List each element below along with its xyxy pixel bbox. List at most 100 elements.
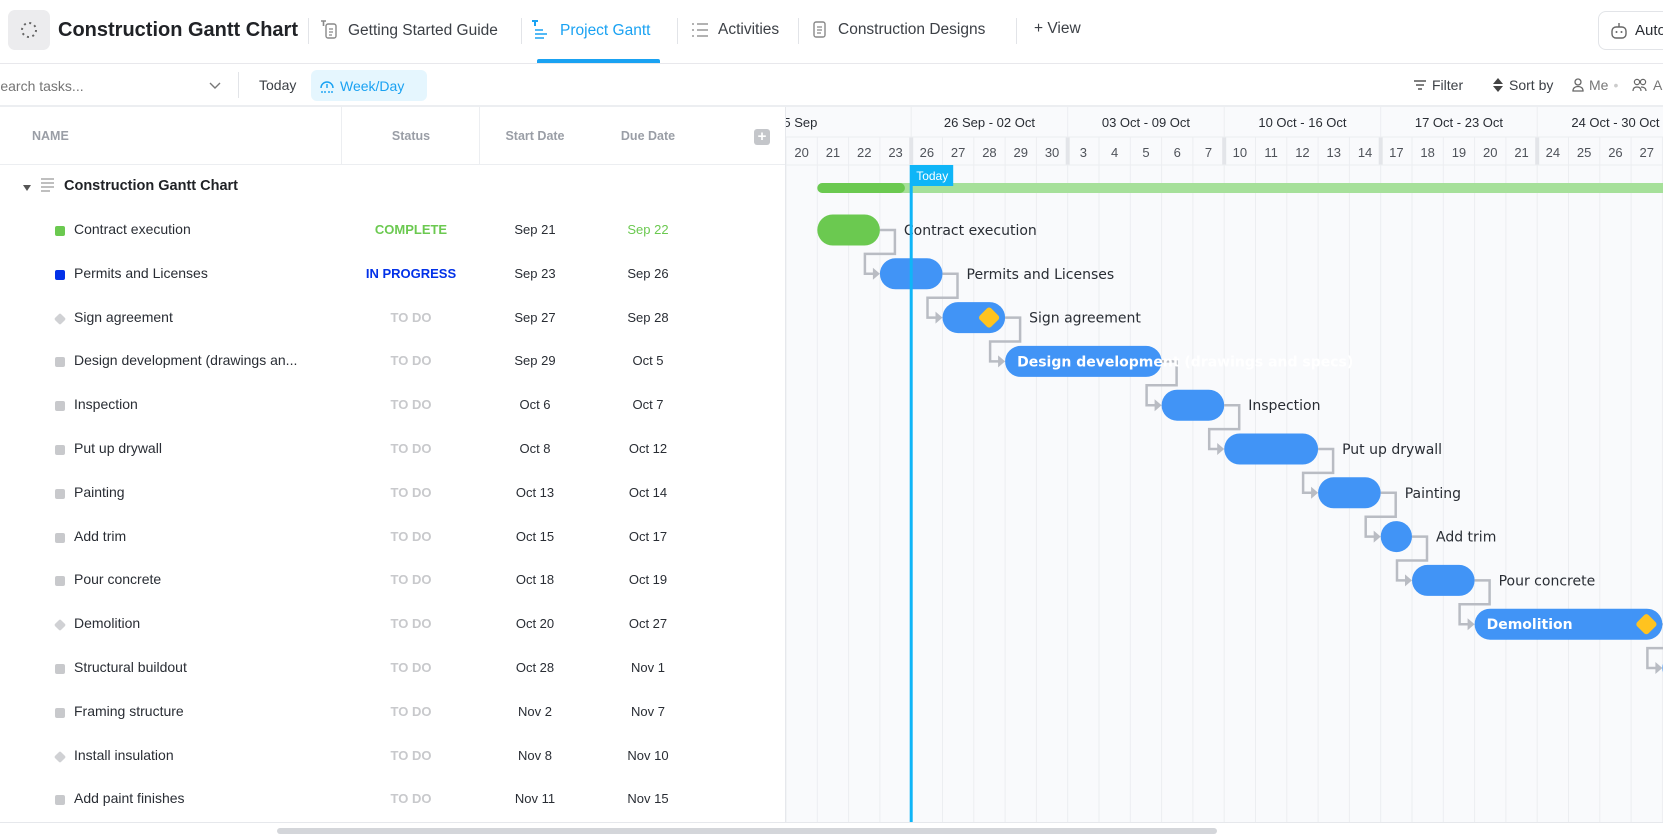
task-name[interactable]: Install insulation bbox=[74, 746, 174, 763]
start-date[interactable]: Oct 15 bbox=[515, 528, 555, 544]
status-square-icon[interactable] bbox=[55, 532, 65, 543]
tab-construction-designs[interactable]: Construction Designs bbox=[810, 20, 985, 40]
task-name[interactable]: Contract execution bbox=[74, 221, 191, 237]
due-date[interactable]: Sep 26 bbox=[627, 265, 669, 281]
space-icon-button[interactable] bbox=[8, 10, 50, 50]
task-row[interactable]: Demolition TO DO Oct 20 Oct 27 bbox=[0, 602, 785, 646]
task-name[interactable]: Design development (drawings an... bbox=[74, 352, 298, 369]
status-square-icon[interactable] bbox=[55, 226, 65, 236]
task-bar[interactable] bbox=[1318, 477, 1381, 509]
task-row[interactable]: Painting TO DO Oct 13 Oct 14 bbox=[0, 471, 785, 515]
tab-getting-started-guide[interactable]: Getting Started Guide bbox=[318, 20, 498, 42]
task-name[interactable]: Put up drywall bbox=[74, 440, 162, 456]
start-date[interactable]: Oct 28 bbox=[515, 660, 555, 675]
task-bar[interactable] bbox=[1380, 521, 1412, 553]
status-badge[interactable]: TO DO bbox=[390, 397, 432, 413]
due-date[interactable]: Oct 12 bbox=[628, 441, 668, 456]
status-badge[interactable]: TO DO bbox=[390, 616, 432, 632]
status-badge[interactable]: TO DO bbox=[390, 791, 432, 807]
due-date[interactable]: Nov 10 bbox=[627, 747, 669, 763]
status-square-icon[interactable] bbox=[55, 445, 65, 455]
due-date[interactable]: Nov 7 bbox=[631, 703, 665, 719]
filter-button[interactable]: Filter bbox=[1413, 77, 1463, 93]
status-badge[interactable]: IN PROGRESS bbox=[365, 265, 457, 281]
start-date[interactable]: Oct 20 bbox=[515, 616, 555, 632]
due-date[interactable]: Oct 19 bbox=[628, 572, 668, 588]
status-badge[interactable]: TO DO bbox=[390, 484, 432, 500]
gantt-chart[interactable]: 20 21 22 23 26 27 28 29 30 3 4 5 6 7 10 11 12 13 14 17 18 19 2… bbox=[785, 107, 1663, 822]
task-row[interactable]: Pour concrete TO DO Oct 18 Oct 19 bbox=[0, 558, 785, 602]
column-header-name[interactable]: NAME bbox=[32, 129, 69, 143]
horizontal-scrollbar[interactable] bbox=[277, 828, 1217, 834]
task-row[interactable]: Sign agreement TO DO Sep 27 Sep 28 bbox=[0, 296, 785, 340]
milestone-diamond-icon[interactable] bbox=[53, 312, 67, 325]
due-date[interactable]: Oct 7 bbox=[632, 397, 664, 413]
start-date[interactable]: Sep 23 bbox=[514, 265, 556, 281]
start-date[interactable]: Nov 2 bbox=[518, 703, 552, 719]
status-square-icon[interactable] bbox=[55, 401, 65, 412]
status-square-icon[interactable] bbox=[55, 707, 65, 718]
task-row[interactable]: Framing structure TO DO Nov 2 Nov 7 bbox=[0, 690, 785, 734]
task-row[interactable]: Add trim TO DO Oct 15 Oct 17 bbox=[0, 515, 785, 559]
tab-activities[interactable]: Activities bbox=[690, 20, 779, 40]
week-day-button[interactable]: Week/Day bbox=[311, 70, 427, 101]
task-name[interactable]: Add paint finishes bbox=[74, 790, 185, 807]
due-date[interactable]: Nov 15 bbox=[627, 791, 669, 807]
task-name[interactable]: Permits and Licenses bbox=[74, 264, 208, 281]
status-square-icon[interactable] bbox=[55, 269, 65, 280]
start-date[interactable]: Oct 13 bbox=[515, 484, 555, 500]
group-row[interactable]: Construction Gantt Chart bbox=[0, 164, 785, 208]
task-name[interactable]: Painting bbox=[74, 483, 125, 500]
automate-button[interactable]: Auto bbox=[1598, 11, 1663, 50]
task-name[interactable]: Structural buildout bbox=[74, 659, 187, 675]
status-badge[interactable]: TO DO bbox=[390, 528, 432, 544]
tab-project-gantt[interactable]: Project Gantt bbox=[530, 20, 650, 42]
task-row[interactable]: Add paint finishes TO DO Nov 11 Nov 15 bbox=[0, 777, 785, 821]
due-date[interactable]: Oct 17 bbox=[628, 528, 668, 544]
task-row[interactable]: Permits and Licenses IN PROGRESS Sep 23 … bbox=[0, 252, 785, 296]
collapse-caret-icon[interactable] bbox=[23, 184, 31, 192]
status-badge[interactable]: TO DO bbox=[390, 353, 432, 369]
task-name[interactable]: Add trim bbox=[74, 527, 127, 544]
status-badge[interactable]: TO DO bbox=[390, 660, 432, 675]
task-bar[interactable] bbox=[1474, 608, 1663, 640]
status-badge[interactable]: TO DO bbox=[390, 747, 432, 763]
task-row[interactable]: Design development (drawings an... TO DO… bbox=[0, 339, 785, 383]
task-name[interactable]: Framing structure bbox=[74, 702, 184, 719]
status-square-icon[interactable] bbox=[55, 576, 65, 587]
task-bar[interactable] bbox=[817, 214, 880, 246]
task-bar[interactable] bbox=[1412, 564, 1475, 596]
column-header-due-date[interactable]: Due Date bbox=[620, 129, 676, 143]
add-view-button[interactable]: + View bbox=[1034, 20, 1081, 37]
due-date[interactable]: Sep 28 bbox=[627, 309, 669, 325]
start-date[interactable]: Sep 27 bbox=[514, 309, 556, 325]
due-date[interactable]: Nov 1 bbox=[631, 660, 665, 675]
start-date[interactable]: Oct 18 bbox=[515, 572, 555, 588]
start-date[interactable]: Sep 29 bbox=[514, 353, 556, 369]
task-row[interactable]: Structural buildout TO DO Oct 28 Nov 1 bbox=[0, 646, 785, 690]
status-badge[interactable]: TO DO bbox=[390, 441, 432, 456]
me-filter-button[interactable]: Me • bbox=[1572, 77, 1618, 93]
task-row[interactable]: Inspection TO DO Oct 6 Oct 7 bbox=[0, 383, 785, 427]
column-header-start-date[interactable]: Start Date bbox=[505, 129, 565, 143]
task-name[interactable]: Sign agreement bbox=[74, 308, 173, 325]
search-input[interactable] bbox=[0, 74, 196, 98]
due-date[interactable]: Oct 5 bbox=[632, 353, 664, 369]
start-date[interactable]: Nov 8 bbox=[518, 747, 552, 763]
sort-by-button[interactable]: Sort by bbox=[1492, 77, 1553, 93]
task-name[interactable]: Demolition bbox=[74, 615, 141, 632]
status-square-icon[interactable] bbox=[55, 664, 65, 674]
status-badge[interactable]: TO DO bbox=[390, 572, 432, 588]
column-header-status[interactable]: Status bbox=[391, 129, 431, 143]
milestone-diamond-icon[interactable] bbox=[53, 619, 67, 632]
due-date[interactable]: Oct 27 bbox=[628, 616, 668, 632]
add-column-button[interactable]: + bbox=[754, 129, 770, 145]
task-bar[interactable] bbox=[1161, 389, 1225, 421]
today-button[interactable]: Today bbox=[259, 77, 297, 93]
status-square-icon[interactable] bbox=[55, 795, 65, 806]
status-square-icon[interactable] bbox=[55, 357, 65, 368]
due-date[interactable]: Oct 14 bbox=[628, 484, 668, 500]
start-date[interactable]: Sep 21 bbox=[514, 222, 556, 237]
task-name[interactable]: Inspection bbox=[74, 396, 138, 413]
start-date[interactable]: Nov 11 bbox=[514, 791, 556, 807]
